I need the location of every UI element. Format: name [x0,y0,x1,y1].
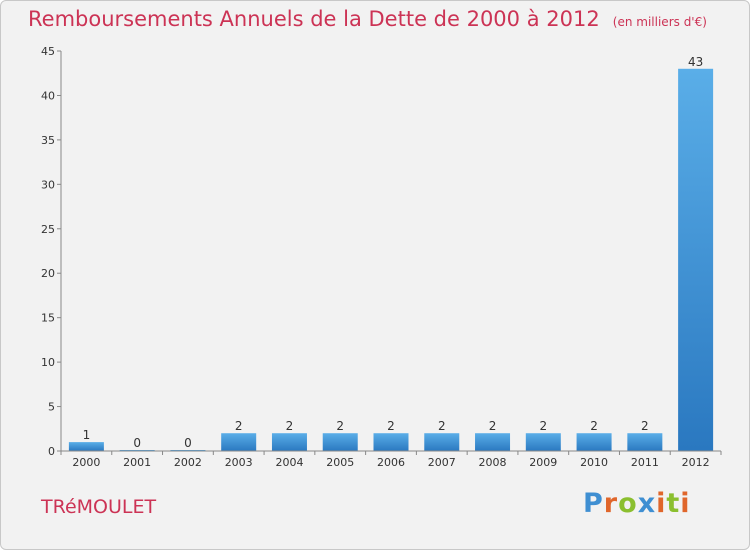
bar [525,433,561,451]
bar-value-label: 2 [641,419,649,433]
bar [373,433,409,451]
x-tick-label: 2005 [326,456,354,469]
x-tick-label: 2003 [225,456,253,469]
y-tick-label: 15 [41,312,55,325]
bar [68,442,104,451]
bar-value-label: 1 [83,428,91,442]
bar-value-label: 2 [590,419,598,433]
y-tick-label: 30 [41,178,55,191]
bar [221,433,257,451]
bar-value-label: 2 [336,419,344,433]
bar [475,433,511,451]
logo-letter: x [637,488,657,519]
location-name: TRéMOULET [41,496,157,518]
bar-value-label: 2 [235,419,243,433]
bar-value-label: 2 [387,419,395,433]
x-tick-label: 2001 [123,456,151,469]
logo-letter: i [656,488,667,519]
logo-letter: o [618,488,638,519]
logo-letter: r [603,488,619,519]
y-tick-label: 40 [41,89,55,102]
chart-title: Remboursements Annuels de la Dette de 20… [28,7,600,31]
bar-value-label: 2 [539,419,547,433]
proxiti-logo: Proxiti [583,488,691,519]
y-tick-label: 5 [48,401,55,414]
bar [424,433,460,451]
bar-value-label: 43 [688,55,703,69]
logo-letter: t [666,488,681,519]
bar [678,68,714,452]
x-tick-label: 2000 [72,456,100,469]
bar-value-label: 2 [489,419,497,433]
x-tick-label: 2011 [631,456,659,469]
bar [627,433,663,451]
y-tick-label: 45 [41,45,55,58]
logo-letter: i [680,488,691,519]
x-tick-label: 2002 [174,456,202,469]
y-tick-label: 25 [41,223,55,236]
bar [271,433,307,451]
x-tick-label: 2012 [682,456,710,469]
bar-value-label: 0 [133,436,141,450]
y-tick-label: 35 [41,134,55,147]
x-tick-label: 2010 [580,456,608,469]
bar [576,433,612,451]
chart-title-block: Remboursements Annuels de la Dette de 20… [28,7,707,31]
y-tick-label: 20 [41,267,55,280]
bar [322,433,358,451]
bar-value-label: 0 [184,436,192,450]
x-tick-label: 2009 [529,456,557,469]
x-tick-label: 2006 [377,456,405,469]
x-tick-label: 2004 [275,456,303,469]
y-tick-label: 10 [41,356,55,369]
x-tick-label: 2007 [428,456,456,469]
bar-value-label: 2 [286,419,294,433]
logo-letter: P [583,488,604,519]
y-tick-label: 0 [48,445,55,458]
bar-value-label: 2 [438,419,446,433]
chart-unit-label: (en milliers d'€) [612,15,707,29]
x-tick-label: 2008 [479,456,507,469]
